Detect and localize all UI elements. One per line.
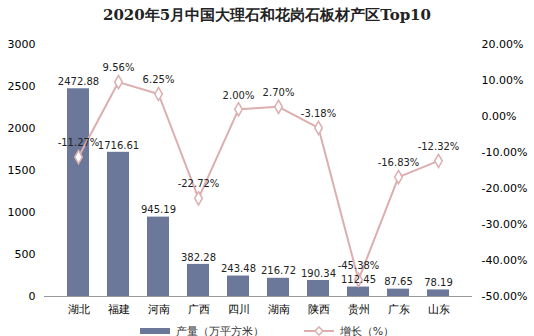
- svg-text:112.45: 112.45: [341, 274, 376, 285]
- svg-text:-12.32%: -12.32%: [418, 141, 460, 152]
- svg-text:-50.00%: -50.00%: [482, 290, 528, 303]
- svg-text:-3.18%: -3.18%: [301, 108, 336, 119]
- svg-text:-45.38%: -45.38%: [338, 260, 380, 271]
- svg-text:-11.27%: -11.27%: [58, 137, 100, 148]
- svg-text:四川: 四川: [228, 303, 250, 316]
- html-text:2020年5月中国大理石和花岗石板材产区Top10: 2020年5月中国大理石和花岗石板材产区Top10: [103, 6, 431, 24]
- svg-text:湖北: 湖北: [68, 303, 90, 316]
- svg-text:1716.61: 1716.61: [98, 140, 139, 151]
- svg-text:山东: 山东: [428, 303, 450, 316]
- svg-text:0.00%: 0.00%: [482, 110, 517, 123]
- svg-text:河南: 河南: [148, 303, 170, 316]
- svg-text:湖南: 湖南: [268, 303, 290, 316]
- svg-text:243.48: 243.48: [221, 263, 256, 274]
- svg-text:广西: 广西: [188, 303, 210, 316]
- svg-text:-22.72%: -22.72%: [178, 178, 220, 189]
- svg-text:78.19: 78.19: [424, 277, 453, 288]
- svg-text:2000: 2000: [8, 122, 36, 135]
- svg-text:2.70%: 2.70%: [263, 87, 295, 98]
- svg-text:20.00%: 20.00%: [482, 38, 524, 51]
- svg-text:87.65: 87.65: [384, 276, 413, 287]
- svg-text:945.19: 945.19: [141, 204, 176, 215]
- svg-text:-16.83%: -16.83%: [378, 157, 420, 168]
- svg-text:500: 500: [15, 248, 36, 261]
- svg-text:-10.00%: -10.00%: [482, 146, 528, 159]
- svg-text:382.28: 382.28: [181, 252, 216, 263]
- svg-text:190.34: 190.34: [301, 268, 336, 279]
- svg-text:福建: 福建: [108, 303, 130, 316]
- svg-text:-40.00%: -40.00%: [482, 254, 528, 267]
- svg-text:1500: 1500: [8, 164, 36, 177]
- svg-text:1000: 1000: [8, 206, 36, 219]
- svg-text:2500: 2500: [8, 80, 36, 93]
- svg-text:0: 0: [29, 290, 36, 303]
- svg-text:-20.00%: -20.00%: [482, 182, 528, 195]
- svg-text:3000: 3000: [8, 38, 36, 51]
- svg-text:贵州: 贵州: [348, 303, 370, 316]
- svg-text:10.00%: 10.00%: [482, 74, 524, 87]
- svg-text:2.00%: 2.00%: [223, 90, 255, 101]
- svg-text:-30.00%: -30.00%: [482, 218, 528, 231]
- svg-text:陕西: 陕西: [308, 303, 330, 316]
- svg-text:6.25%: 6.25%: [143, 74, 175, 85]
- svg-text:广东: 广东: [388, 303, 410, 316]
- svg-text:216.72: 216.72: [261, 265, 296, 276]
- svg-text:9.56%: 9.56%: [103, 62, 135, 73]
- svg-text:2472.88: 2472.88: [58, 76, 99, 87]
